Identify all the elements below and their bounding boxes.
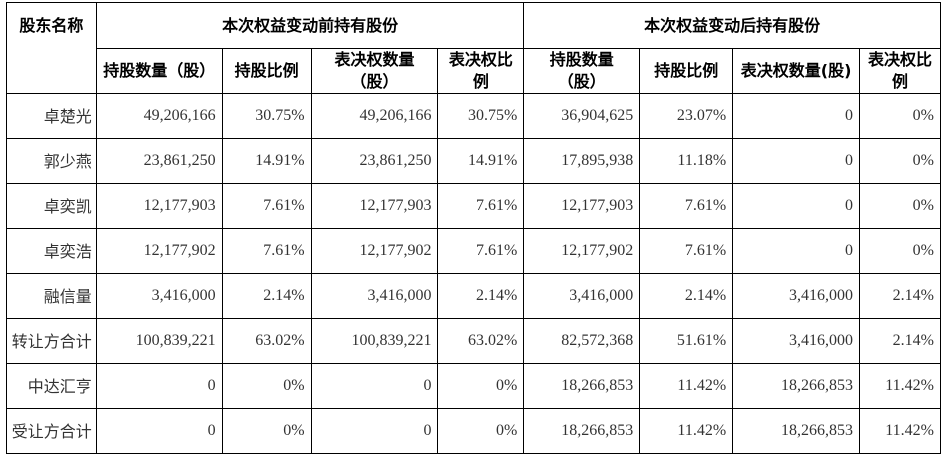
table-cell: 0% xyxy=(859,138,941,184)
table-cell: 0 xyxy=(732,183,860,229)
table-cell: 11.42% xyxy=(639,408,734,454)
shareholder-name: 受让方合计 xyxy=(6,408,97,454)
table-cell: 2.14% xyxy=(859,318,941,364)
table-cell: 18,266,853 xyxy=(732,408,860,454)
table-cell: 30.75% xyxy=(437,93,525,139)
table-cell: 12,177,902 xyxy=(523,228,641,274)
table-cell: 0 xyxy=(310,363,439,409)
table-cell: 49,206,166 xyxy=(95,93,223,139)
table-cell: 3,416,000 xyxy=(732,318,860,364)
table-cell: 18,266,853 xyxy=(523,408,641,454)
table-row: 受让方合计 0 0% 0 0% 18,266,853 11.42% 18,266,853 11.… xyxy=(6,408,941,454)
table-cell: 0 xyxy=(95,408,223,454)
shareholder-name: 郭少燕 xyxy=(6,138,97,184)
table-cell: 2.14% xyxy=(437,273,525,319)
table-row: 卓楚光 49,206,166 30.75% 49,206,166 30.75% 36,90… xyxy=(6,93,941,139)
table-row: 转让方合计 100,839,221 63.02% 100,839,221 63.02% 8… xyxy=(6,318,941,364)
table-cell: 12,177,903 xyxy=(310,183,439,229)
table-cell: 14.91% xyxy=(437,138,525,184)
table-cell: 49,206,166 xyxy=(310,93,439,139)
table-cell: 0 xyxy=(732,138,860,184)
table-cell: 0% xyxy=(859,228,941,274)
table-row: 卓奕凯 12,177,903 7.61% 12,177,903 7.61% 12,177,… xyxy=(6,183,941,229)
table-cell: 7.61% xyxy=(437,183,525,229)
table-cell: 2.14% xyxy=(859,273,941,319)
table-cell: 12,177,903 xyxy=(95,183,223,229)
column-header: 持股数量（股） xyxy=(95,48,223,94)
table-cell: 11.42% xyxy=(859,363,941,409)
table-cell: 0 xyxy=(732,93,860,139)
table-cell: 0% xyxy=(437,408,525,454)
table-cell: 7.61% xyxy=(437,228,525,274)
table-cell: 7.61% xyxy=(221,183,312,229)
table-row: 卓奕浩 12,177,902 7.61% 12,177,902 7.61% 12,177,… xyxy=(6,228,941,274)
table-cell: 36,904,625 xyxy=(523,93,641,139)
table-cell: 0% xyxy=(859,183,941,229)
shareholder-name: 融信量 xyxy=(6,273,97,319)
table-cell: 0% xyxy=(221,408,312,454)
table-cell: 11.18% xyxy=(639,138,734,184)
table-cell: 0 xyxy=(95,363,223,409)
table-cell: 11.42% xyxy=(639,363,734,409)
column-header: 表决权比例 xyxy=(437,48,525,94)
table-cell: 23,861,250 xyxy=(95,138,223,184)
table-cell: 0 xyxy=(310,408,439,454)
shareholder-name: 卓楚光 xyxy=(6,93,97,139)
table-cell: 0% xyxy=(437,363,525,409)
shareholder-name: 转让方合计 xyxy=(6,318,97,364)
table-cell: 30.75% xyxy=(221,93,312,139)
table-cell: 3,416,000 xyxy=(310,273,439,319)
table-cell: 12,177,902 xyxy=(310,228,439,274)
table-cell: 7.61% xyxy=(221,228,312,274)
table-cell: 17,895,938 xyxy=(523,138,641,184)
header-before-group: 本次权益变动前持有股份 xyxy=(95,2,525,49)
table-cell: 0 xyxy=(732,228,860,274)
table-cell: 63.02% xyxy=(437,318,525,364)
table-cell: 23,861,250 xyxy=(310,138,439,184)
header-shareholder: 股东名称 xyxy=(6,2,97,94)
table-row: 中达汇亨 0 0% 0 0% 18,266,853 11.42% 18,266,853 11.4… xyxy=(6,363,941,409)
table-cell: 7.61% xyxy=(639,183,734,229)
table-cell: 14.91% xyxy=(221,138,312,184)
table-cell: 7.61% xyxy=(639,228,734,274)
header-after-group: 本次权益变动后持有股份 xyxy=(523,2,941,49)
table-cell: 100,839,221 xyxy=(95,318,223,364)
table-cell: 11.42% xyxy=(859,408,941,454)
table-cell: 12,177,903 xyxy=(523,183,641,229)
table-cell: 12,177,902 xyxy=(95,228,223,274)
table-cell: 23.07% xyxy=(639,93,734,139)
table-cell: 18,266,853 xyxy=(732,363,860,409)
column-header: 表决权数量（股） xyxy=(310,48,439,94)
table-cell: 3,416,000 xyxy=(732,273,860,319)
table-cell: 3,416,000 xyxy=(95,273,223,319)
shareholder-name: 卓奕凯 xyxy=(6,183,97,229)
table-cell: 0% xyxy=(859,93,941,139)
table-cell: 82,572,368 xyxy=(523,318,641,364)
table-row: 融信量 3,416,000 2.14% 3,416,000 2.14% 3,416,000… xyxy=(6,273,941,319)
column-header: 持股数量（股） xyxy=(523,48,641,94)
table-cell: 2.14% xyxy=(221,273,312,319)
table-cell: 51.61% xyxy=(639,318,734,364)
table-cell: 63.02% xyxy=(221,318,312,364)
table-cell: 100,839,221 xyxy=(310,318,439,364)
table-cell: 3,416,000 xyxy=(523,273,641,319)
column-header: 持股比例 xyxy=(221,48,312,94)
table-row: 郭少燕 23,861,250 14.91% 23,861,250 14.91% 17,89… xyxy=(6,138,941,184)
table-cell: 2.14% xyxy=(639,273,734,319)
column-header: 表决权比例 xyxy=(859,48,941,94)
header-row-group: 股东名称 本次权益变动前持有股份 本次权益变动后持有股份 xyxy=(6,2,941,94)
table-cell: 0% xyxy=(221,363,312,409)
shareholding-change-table: 股东名称 本次权益变动前持有股份 本次权益变动后持有股份 持股数量（股） 持股比例… xyxy=(6,2,941,454)
table-cell: 18,266,853 xyxy=(523,363,641,409)
shareholder-name: 卓奕浩 xyxy=(6,228,97,274)
shareholder-name: 中达汇亨 xyxy=(6,363,97,409)
column-header: 持股比例 xyxy=(639,48,734,94)
header-row-columns: 持股数量（股） 持股比例 表决权数量（股） 表决权比例 持股数量（股） 持股比例 表决权数量… xyxy=(7,48,941,94)
column-header: 表决权数量(股) xyxy=(732,48,860,94)
